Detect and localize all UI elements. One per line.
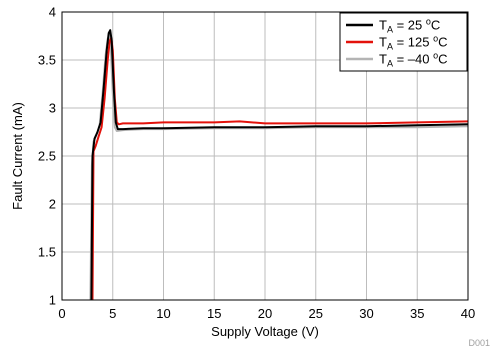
x-tick-label: 0 bbox=[58, 306, 65, 321]
y-tick-label: 3.5 bbox=[38, 53, 56, 68]
y-tick-label: 2.5 bbox=[38, 149, 56, 164]
legend-label-1: TA = 25 oC bbox=[379, 17, 440, 35]
x-tick-label: 40 bbox=[461, 306, 475, 321]
x-axis-label: Supply Voltage (V) bbox=[211, 324, 319, 339]
x-tick-label: 5 bbox=[109, 306, 116, 321]
series-lines bbox=[89, 29, 469, 301]
x-tick-label: 15 bbox=[207, 306, 221, 321]
x-tick-label: 10 bbox=[156, 306, 170, 321]
y-axis-label: Fault Current (mA) bbox=[10, 102, 25, 210]
x-tick-label: 35 bbox=[410, 306, 424, 321]
x-tick-label: 20 bbox=[258, 306, 272, 321]
y-tick-label: 1.5 bbox=[38, 245, 56, 260]
series-line-3 bbox=[89, 34, 469, 301]
legend-label-2: TA = 125 oC bbox=[379, 34, 448, 52]
legend-label-3: TA = –40 oC bbox=[379, 51, 448, 69]
series-line-1 bbox=[90, 29, 469, 301]
y-tick-label: 3 bbox=[49, 101, 56, 116]
x-tick-label: 30 bbox=[359, 306, 373, 321]
y-tick-labels: 1 1.5 2 2.5 3 3.5 4 bbox=[38, 5, 56, 308]
y-tick-label: 1 bbox=[49, 293, 56, 308]
grid bbox=[61, 11, 469, 301]
x-tick-label: 25 bbox=[309, 306, 323, 321]
y-tick-label: 2 bbox=[49, 197, 56, 212]
y-tick-label: 4 bbox=[49, 5, 56, 20]
figure-id: D001 bbox=[468, 338, 490, 348]
series-line-2 bbox=[91, 36, 469, 301]
plot-frame bbox=[61, 11, 469, 301]
x-tick-labels: 0 5 10 15 20 25 30 35 40 bbox=[58, 306, 475, 321]
